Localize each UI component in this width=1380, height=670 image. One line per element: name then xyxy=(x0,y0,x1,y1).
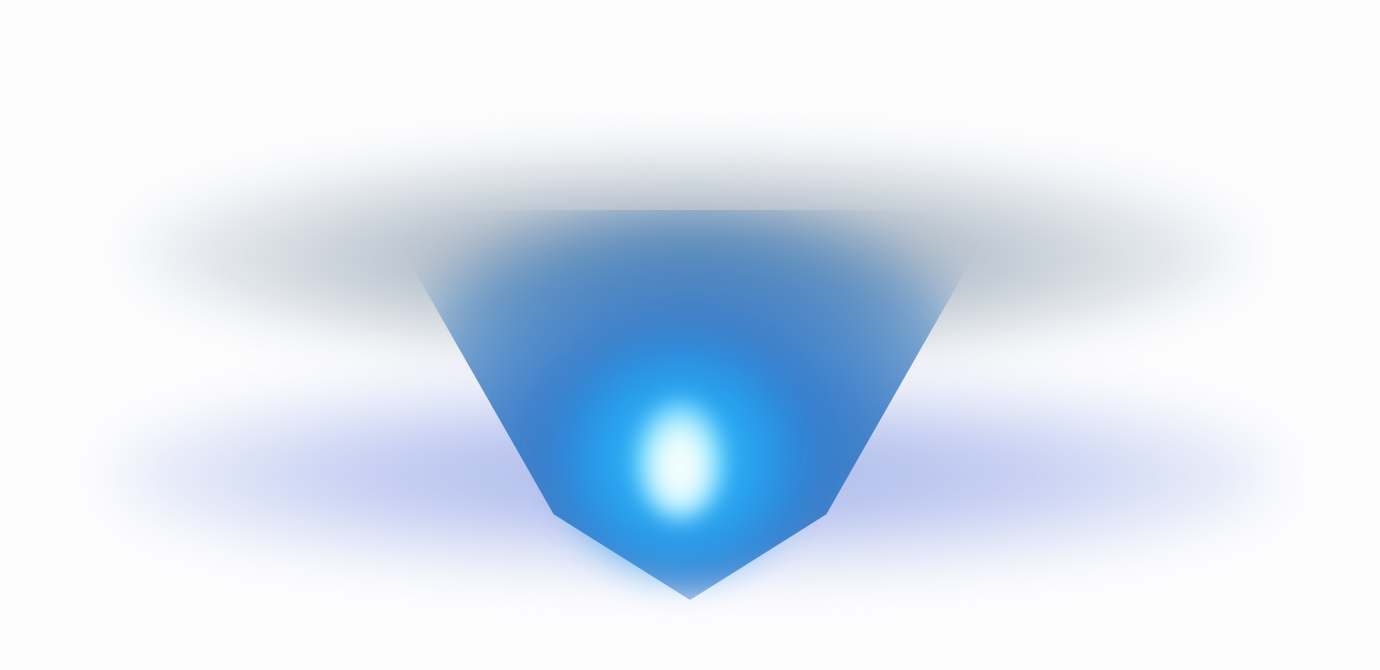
white-glow-core xyxy=(635,400,725,520)
